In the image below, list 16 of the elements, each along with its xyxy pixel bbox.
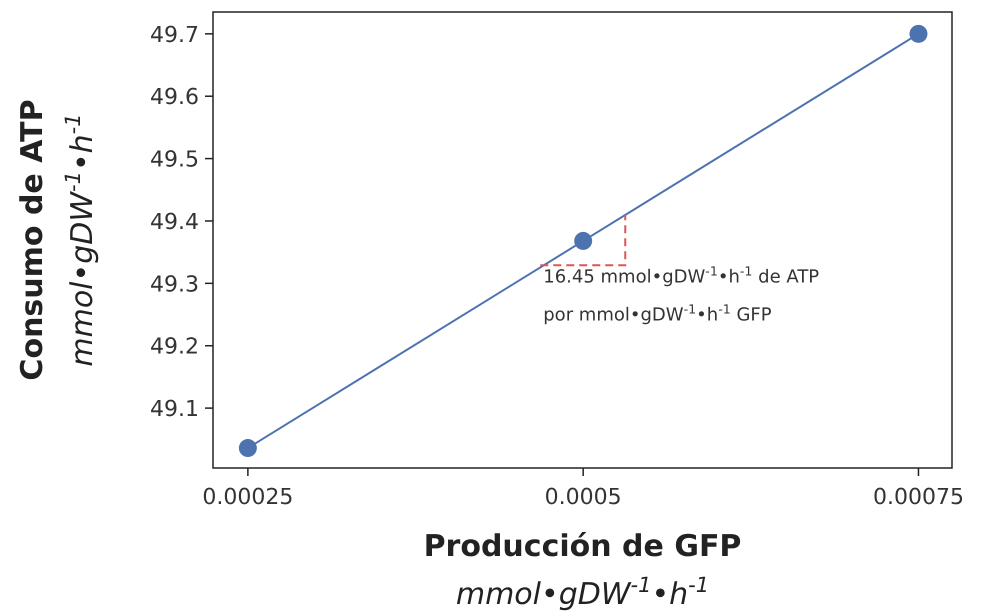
y-tick-label: 49.2 bbox=[150, 334, 199, 360]
y-tick-label: 49.7 bbox=[150, 22, 199, 48]
annotation: por mmol•gDW$^{-1}$•h$^{-1}$ GFP bbox=[543, 300, 772, 326]
x-tick-label: 0.00075 bbox=[872, 485, 964, 510]
point bbox=[238, 439, 257, 458]
y-tick-label: 49.1 bbox=[150, 397, 199, 422]
point bbox=[574, 232, 592, 250]
x-tick-label: 0.0005 bbox=[544, 485, 622, 510]
annotation: 16.45 mmol•gDW$^{-1}$•h$^{-1}$ de ATP bbox=[543, 262, 820, 288]
y-tick-label: 49.5 bbox=[150, 148, 199, 173]
x-tick-label: 0.00025 bbox=[202, 485, 294, 510]
y-tick-label: 49.6 bbox=[150, 85, 199, 110]
y-tick-label: 49.4 bbox=[150, 210, 199, 235]
x-axis-title: Producción de GFP mmol•gDW$^{-1}$•h$^{-1}$ bbox=[424, 529, 742, 612]
y-tick-label: 49.3 bbox=[150, 272, 199, 298]
point bbox=[909, 24, 928, 43]
